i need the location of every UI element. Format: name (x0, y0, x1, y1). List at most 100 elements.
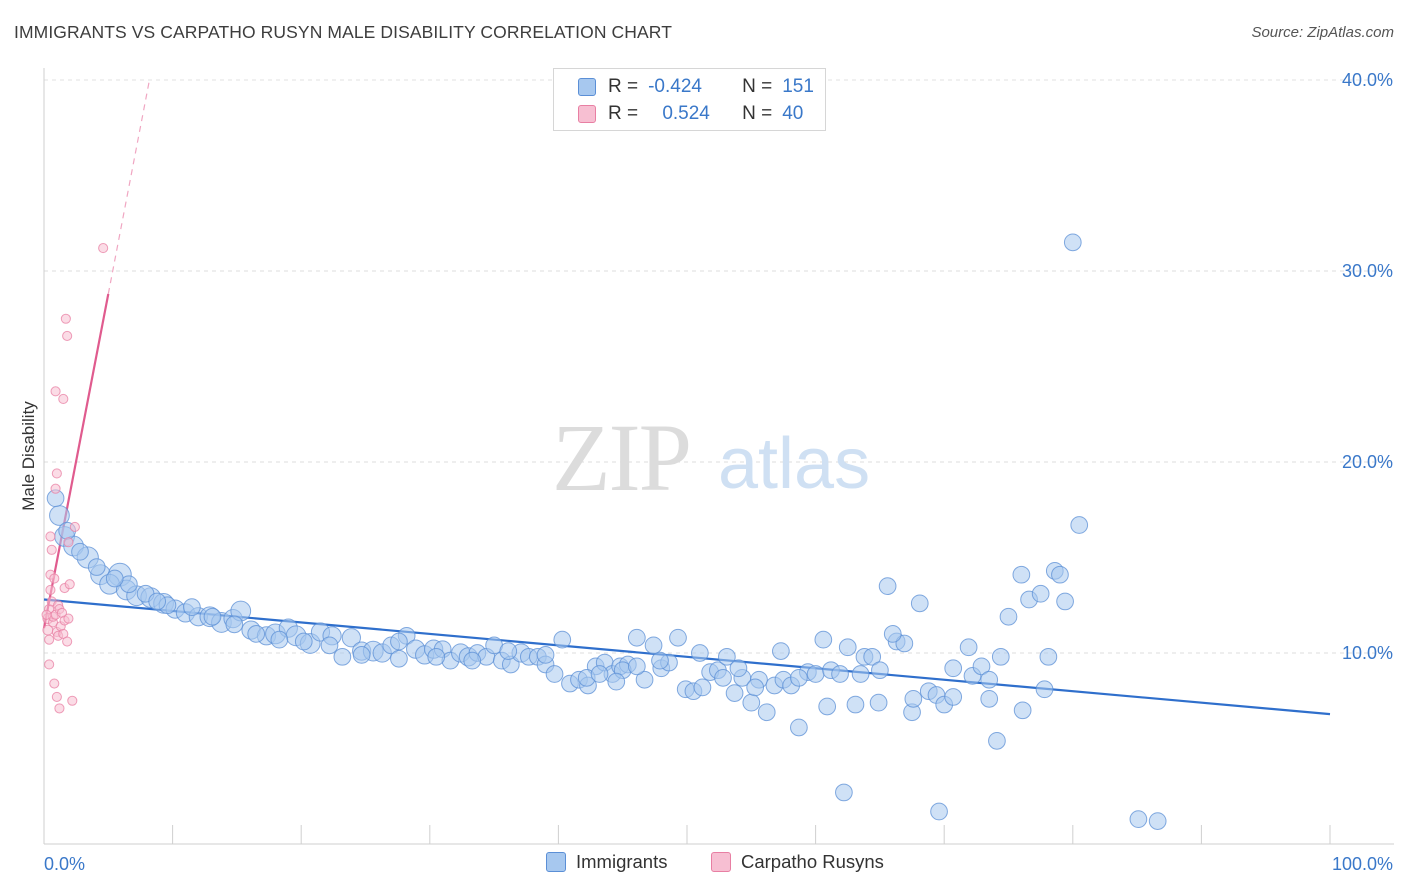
immigrants-point (806, 665, 825, 683)
immigrants-point (203, 607, 222, 626)
legend-swatch-carpatho-rusyns (578, 105, 596, 123)
series-immigrants (46, 233, 1167, 830)
carpatho-rusyns-point (45, 584, 56, 596)
immigrants-point (148, 592, 167, 611)
y-tick-label: 40.0% (1342, 70, 1393, 90)
immigrants-point (669, 628, 687, 647)
immigrants-point (991, 647, 1010, 666)
immigrants-point (71, 542, 89, 561)
gridlines (44, 79, 1394, 654)
legend-r-value: 0.524 (662, 103, 710, 124)
carpatho-rusyns-point (51, 691, 62, 702)
immigrants-point (910, 594, 929, 613)
carpatho-rusyns-point (50, 483, 61, 494)
carpatho-rusyns-point (60, 313, 71, 324)
immigrants-point (831, 665, 849, 683)
carpatho-rusyns-point (49, 678, 60, 689)
axes (43, 68, 1394, 845)
carpatho-rusyns-point (58, 393, 69, 405)
x-tick-label-min: 0.0% (44, 854, 85, 874)
series-carpatho-rusyns (41, 243, 109, 714)
immigrants-point (1031, 584, 1050, 603)
immigrants-point (1056, 592, 1074, 611)
trendline-immigrants (43, 598, 1331, 716)
immigrants-point (1051, 565, 1069, 584)
carpatho-rusyns-point (62, 330, 73, 342)
immigrants-point (851, 665, 870, 683)
immigrants-point (87, 558, 106, 576)
immigrants-point (814, 630, 833, 649)
bottom-legend-carpatho-rusyns: Carpatho Rusyns (711, 851, 884, 873)
bottom-legend-label: Immigrants (576, 851, 668, 872)
legend-swatch-immigrants (578, 78, 596, 96)
carpatho-rusyns-point (44, 634, 55, 645)
immigrants-point (818, 697, 837, 716)
immigrants-point (729, 659, 748, 678)
immigrants-point (536, 646, 555, 664)
legend-n-label: N = (742, 103, 773, 124)
bottom-legend-label: Carpatho Rusyns (741, 851, 884, 872)
immigrants-point (635, 670, 654, 689)
immigrants-point (869, 693, 888, 712)
immigrants-point (790, 718, 808, 737)
immigrants-point (1129, 810, 1148, 829)
immigrants-point (607, 672, 626, 691)
carpatho-rusyns-point (45, 531, 56, 542)
immigrants-point (1035, 680, 1054, 699)
immigrants-point (871, 661, 889, 680)
immigrants-point (1013, 701, 1032, 720)
immigrants-point (846, 695, 865, 714)
immigrants-point (725, 684, 744, 702)
immigrants-point (390, 632, 408, 651)
immigrants-point (463, 651, 482, 670)
immigrants-point (878, 577, 897, 596)
immigrants-point (757, 703, 776, 722)
carpatho-rusyns-point (50, 386, 61, 397)
bottom-legend-swatch-carpatho-rusyns (711, 852, 731, 872)
immigrants-point (746, 678, 765, 697)
legend-row-carpatho-rusyns: R = 0.524 N = 40 (578, 102, 803, 126)
immigrants-point (999, 607, 1018, 626)
immigrants-point (427, 647, 446, 666)
immigrants-point (352, 646, 371, 664)
immigrants-point (693, 678, 712, 697)
carpatho-rusyns-point (51, 468, 62, 479)
immigrants-point (988, 732, 1006, 750)
legend-n-value: 151 (782, 76, 814, 97)
immigrants-point (651, 651, 669, 670)
watermark-zip: ZIP (552, 404, 690, 511)
legend-row-immigrants: R = -0.424 N = 151 (578, 75, 814, 99)
carpatho-rusyns-point (62, 636, 73, 647)
immigrants-point (1012, 565, 1031, 584)
immigrants-point (390, 649, 408, 668)
carpatho-rusyns-point (54, 703, 65, 714)
source-label: Source: ZipAtlas.com (1251, 24, 1394, 41)
immigrants-point (742, 693, 761, 712)
immigrants-point (105, 569, 124, 588)
immigrants-point (959, 638, 978, 657)
immigrants-point (644, 636, 663, 655)
immigrants-point (1063, 233, 1082, 252)
immigrants-point (499, 642, 518, 660)
immigrants-point (270, 630, 289, 649)
immigrants-point (944, 659, 963, 678)
legend-n-value: 40 (782, 103, 804, 124)
immigrants-point (1039, 647, 1058, 666)
immigrants-point (320, 636, 339, 655)
immigrants-point (714, 668, 732, 687)
immigrants-point (627, 657, 646, 676)
immigrants-point (944, 688, 963, 706)
immigrants-point (838, 638, 857, 657)
immigrants-point (691, 644, 709, 662)
carpatho-rusyns-point (44, 659, 55, 670)
carpatho-rusyns-point (63, 613, 74, 624)
immigrants-point (895, 634, 914, 653)
legend-r-label: R = (608, 103, 639, 124)
immigrants-point (247, 625, 266, 643)
immigrants-point (904, 689, 923, 708)
immigrants-point (772, 642, 790, 660)
immigrants-point (333, 647, 352, 666)
bottom-legend-immigrants: Immigrants (546, 851, 668, 873)
correlation-legend: R = -0.424 N = 151 R = 0.524 N = 40 (553, 68, 826, 131)
